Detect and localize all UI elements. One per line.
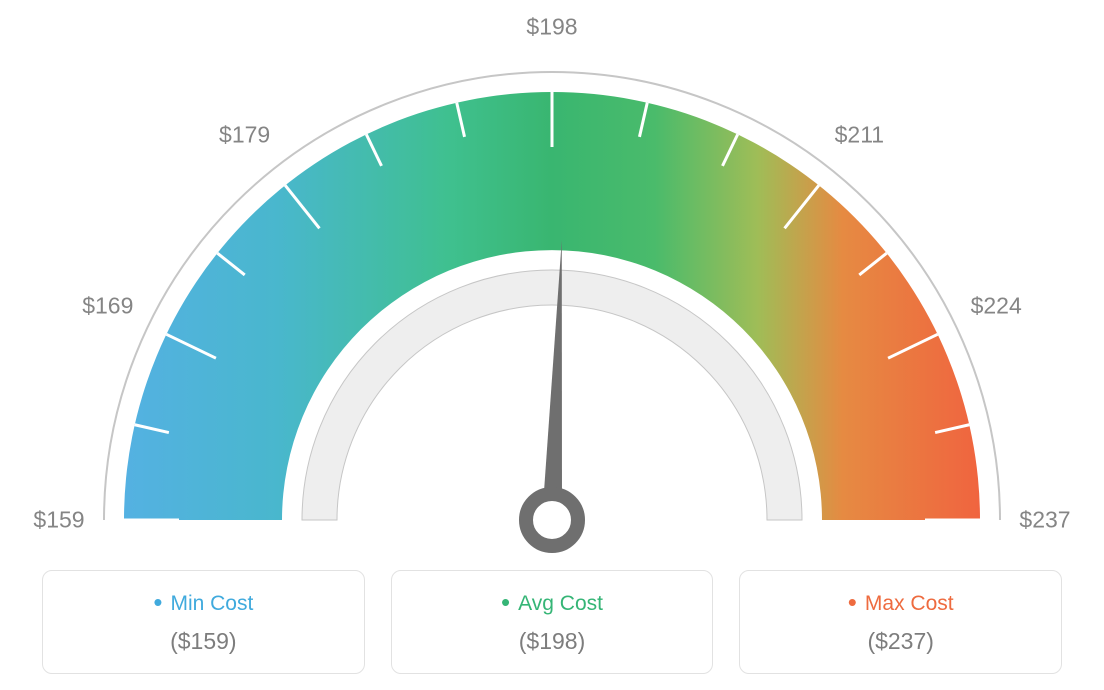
gauge-tick-label: $224 — [971, 293, 1022, 320]
legend-min-value: ($159) — [53, 628, 354, 655]
gauge-tick-label: $211 — [835, 121, 884, 148]
legend-card-avg: Avg Cost ($198) — [391, 570, 714, 674]
legend-card-min: Min Cost ($159) — [42, 570, 365, 674]
legend-card-max: Max Cost ($237) — [739, 570, 1062, 674]
gauge-tick-label: $198 — [526, 14, 577, 41]
gauge-needle-hub — [526, 494, 578, 546]
gauge-container: $159 $169 $179 $198 $211 $224 $237 — [0, 0, 1104, 560]
gauge-tick-label: $237 — [1019, 507, 1070, 534]
gauge-tick-label: $179 — [219, 121, 270, 148]
gauge-tick-label: $169 — [82, 293, 133, 320]
gauge-chart — [0, 0, 1104, 560]
legend-max-label: Max Cost — [750, 587, 1051, 618]
gauge-tick-label: $159 — [33, 507, 84, 534]
legend-max-value: ($237) — [750, 628, 1051, 655]
legend-row: Min Cost ($159) Avg Cost ($198) Max Cost… — [0, 570, 1104, 674]
legend-min-label: Min Cost — [53, 587, 354, 618]
legend-avg-value: ($198) — [402, 628, 703, 655]
legend-avg-label: Avg Cost — [402, 587, 703, 618]
